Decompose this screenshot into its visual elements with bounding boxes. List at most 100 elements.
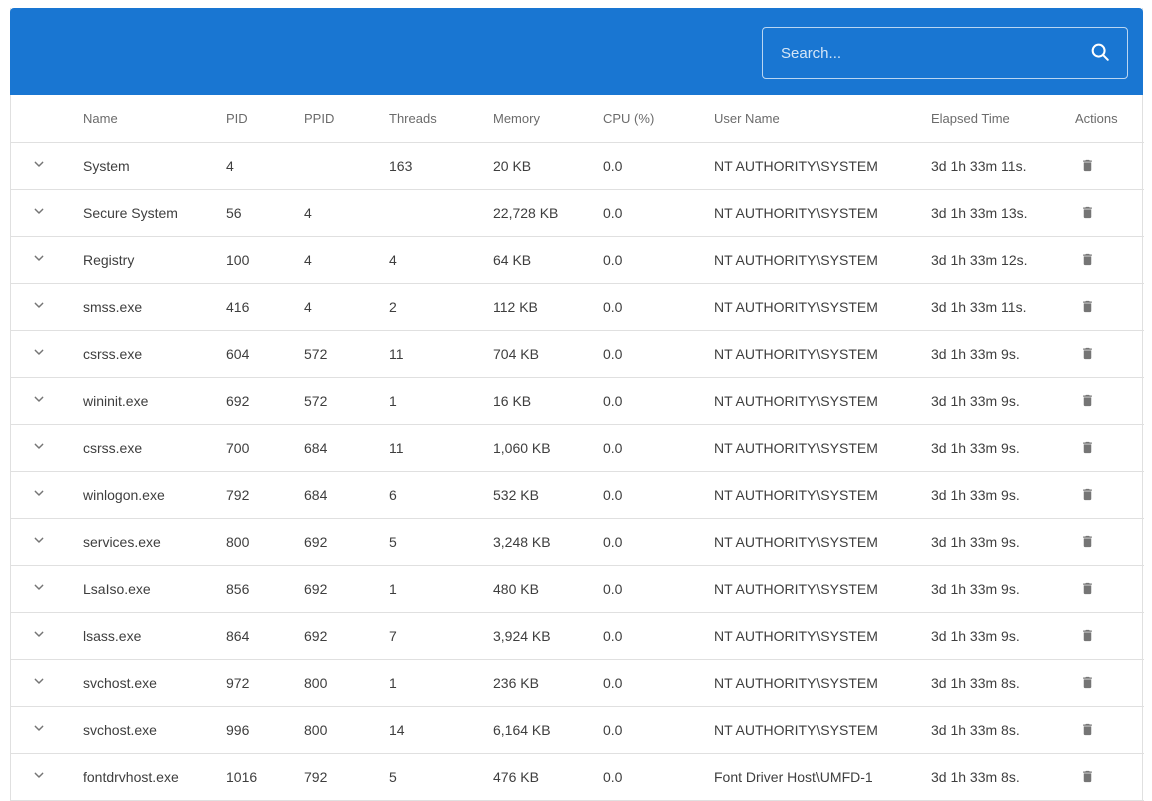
expand-row-button[interactable] bbox=[30, 204, 48, 222]
trash-icon bbox=[1080, 580, 1095, 597]
search-button[interactable] bbox=[1087, 40, 1113, 66]
delete-process-button[interactable] bbox=[1077, 250, 1097, 270]
cell-ppid: 4 bbox=[304, 189, 389, 237]
cell-elapsed: 3d 1h 33m 9s. bbox=[931, 377, 1075, 425]
cell-user: NT AUTHORITY\SYSTEM bbox=[714, 236, 931, 284]
cell-elapsed: 3d 1h 33m 9s. bbox=[931, 424, 1075, 472]
cell-threads: 7 bbox=[389, 612, 493, 660]
delete-process-button[interactable] bbox=[1077, 767, 1097, 787]
trash-icon bbox=[1080, 486, 1095, 503]
delete-process-button[interactable] bbox=[1077, 344, 1097, 364]
expand-row-button[interactable] bbox=[30, 533, 48, 551]
expand-row-button[interactable] bbox=[30, 674, 48, 692]
delete-process-button[interactable] bbox=[1077, 673, 1097, 693]
expand-row-button[interactable] bbox=[30, 392, 48, 410]
cell-cpu: 0.0 bbox=[603, 236, 714, 284]
delete-process-button[interactable] bbox=[1077, 156, 1097, 176]
cell-cpu: 0.0 bbox=[603, 330, 714, 378]
cell-user: NT AUTHORITY\SYSTEM bbox=[714, 471, 931, 519]
cell-pid: 972 bbox=[226, 659, 304, 707]
trash-icon bbox=[1080, 533, 1095, 550]
expand-row-button[interactable] bbox=[30, 298, 48, 316]
cell-threads: 4 bbox=[389, 236, 493, 284]
table-row: smss.exe 416 4 2 112 KB 0.0 NT AUTHORITY\SYSTE… bbox=[11, 283, 1144, 331]
table-row: Registry 100 4 4 64 KB 0.0 NT AUTHORITY\SYSTEM… bbox=[11, 236, 1144, 284]
expand-row-button[interactable] bbox=[30, 721, 48, 739]
column-header-memory: Memory bbox=[493, 95, 603, 143]
cell-threads: 6 bbox=[389, 471, 493, 519]
delete-process-button[interactable] bbox=[1077, 720, 1097, 740]
cell-user: NT AUTHORITY\SYSTEM bbox=[714, 189, 931, 237]
cell-memory: 236 KB bbox=[493, 659, 603, 707]
table-row: winlogon.exe 792 684 6 532 KB 0.0 NT AUTHORITY… bbox=[11, 471, 1144, 519]
cell-memory: 3,924 KB bbox=[493, 612, 603, 660]
process-table: Name PID PPID Threads Memory CPU (%) User Name… bbox=[11, 95, 1144, 801]
cell-threads: 1 bbox=[389, 659, 493, 707]
cell-elapsed: 3d 1h 33m 9s. bbox=[931, 518, 1075, 566]
cell-pid: 56 bbox=[226, 189, 304, 237]
delete-process-button[interactable] bbox=[1077, 297, 1097, 317]
cell-user: NT AUTHORITY\SYSTEM bbox=[714, 377, 931, 425]
expand-row-button[interactable] bbox=[30, 486, 48, 504]
cell-ppid: 692 bbox=[304, 612, 389, 660]
trash-icon bbox=[1080, 721, 1095, 738]
column-header-expander bbox=[11, 95, 83, 143]
delete-process-button[interactable] bbox=[1077, 532, 1097, 552]
table-row: svchost.exe 972 800 1 236 KB 0.0 NT AUTHORITY\… bbox=[11, 659, 1144, 707]
delete-process-button[interactable] bbox=[1077, 391, 1097, 411]
cell-threads: 11 bbox=[389, 424, 493, 472]
delete-process-button[interactable] bbox=[1077, 203, 1097, 223]
table-row: fontdrvhost.exe 1016 792 5 476 KB 0.0 Font Dri… bbox=[11, 753, 1144, 801]
chevron-down-icon bbox=[31, 673, 47, 692]
chevron-down-icon bbox=[31, 485, 47, 504]
cell-elapsed: 3d 1h 33m 9s. bbox=[931, 565, 1075, 613]
cell-ppid: 684 bbox=[304, 471, 389, 519]
table-row: svchost.exe 996 800 14 6,164 KB 0.0 NT AUTHORI… bbox=[11, 706, 1144, 754]
cell-pid: 856 bbox=[226, 565, 304, 613]
cell-memory: 64 KB bbox=[493, 236, 603, 284]
cell-user: NT AUTHORITY\SYSTEM bbox=[714, 659, 931, 707]
cell-user: NT AUTHORITY\SYSTEM bbox=[714, 283, 931, 331]
trash-icon bbox=[1080, 392, 1095, 409]
cell-cpu: 0.0 bbox=[603, 189, 714, 237]
trash-icon bbox=[1080, 439, 1095, 456]
cell-cpu: 0.0 bbox=[603, 142, 714, 190]
search-input[interactable] bbox=[763, 28, 1087, 78]
chevron-down-icon bbox=[31, 532, 47, 551]
column-header-pid: PID bbox=[226, 95, 304, 143]
cell-threads: 1 bbox=[389, 565, 493, 613]
delete-process-button[interactable] bbox=[1077, 626, 1097, 646]
cell-threads: 5 bbox=[389, 518, 493, 566]
expand-row-button[interactable] bbox=[30, 627, 48, 645]
cell-threads: 5 bbox=[389, 753, 493, 801]
cell-elapsed: 3d 1h 33m 8s. bbox=[931, 753, 1075, 801]
cell-name: smss.exe bbox=[83, 283, 226, 331]
delete-process-button[interactable] bbox=[1077, 579, 1097, 599]
cell-cpu: 0.0 bbox=[603, 377, 714, 425]
expand-row-button[interactable] bbox=[30, 768, 48, 786]
cell-user: NT AUTHORITY\SYSTEM bbox=[714, 565, 931, 613]
expand-row-button[interactable] bbox=[30, 157, 48, 175]
delete-process-button[interactable] bbox=[1077, 438, 1097, 458]
cell-memory: 480 KB bbox=[493, 565, 603, 613]
cell-name: svchost.exe bbox=[83, 706, 226, 754]
expand-row-button[interactable] bbox=[30, 345, 48, 363]
cell-pid: 800 bbox=[226, 518, 304, 566]
expand-row-button[interactable] bbox=[30, 251, 48, 269]
cell-ppid: 800 bbox=[304, 706, 389, 754]
cell-name: services.exe bbox=[83, 518, 226, 566]
cell-pid: 604 bbox=[226, 330, 304, 378]
cell-cpu: 0.0 bbox=[603, 565, 714, 613]
cell-pid: 792 bbox=[226, 471, 304, 519]
cell-cpu: 0.0 bbox=[603, 471, 714, 519]
cell-elapsed: 3d 1h 33m 8s. bbox=[931, 659, 1075, 707]
cell-name: csrss.exe bbox=[83, 424, 226, 472]
expand-row-button[interactable] bbox=[30, 580, 48, 598]
table-row: csrss.exe 700 684 11 1,060 KB 0.0 NT AUTHORITY… bbox=[11, 424, 1144, 472]
table-row: System 4 163 20 KB 0.0 NT AUTHORITY\SYSTEM 3d … bbox=[11, 142, 1144, 190]
cell-name: csrss.exe bbox=[83, 330, 226, 378]
expand-row-button[interactable] bbox=[30, 439, 48, 457]
delete-process-button[interactable] bbox=[1077, 485, 1097, 505]
cell-ppid: 800 bbox=[304, 659, 389, 707]
table-row: LsaIso.exe 856 692 1 480 KB 0.0 NT AUTHORITY\S… bbox=[11, 565, 1144, 613]
